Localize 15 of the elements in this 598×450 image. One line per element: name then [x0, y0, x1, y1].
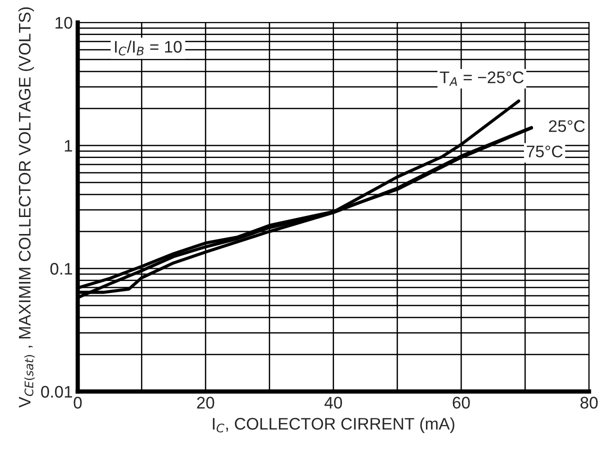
x-tick-label: 60	[452, 396, 470, 409]
x-tick-label: 20	[197, 396, 214, 409]
x-tick-label: 40	[324, 396, 342, 409]
x-axis-title: I$_{C}$, COLLECTOR CIRRENT (mA)	[212, 417, 454, 433]
series-label: 25°C	[549, 120, 585, 132]
y-tick-label: 0.1	[50, 262, 72, 275]
x-tick-label: 0	[74, 396, 82, 409]
annotation: I$_{C}$/I$_{B}$ = 10	[115, 40, 182, 56]
y-tick-label: 1	[64, 140, 72, 152]
series-label: 75°C	[526, 146, 563, 158]
y-tick-label: 0.01	[41, 386, 72, 398]
x-tick-label: 80	[580, 396, 598, 409]
y-axis-title: V$_{CE(sat)}$ , MAXIMIM COLLECTOR VOLTAGE (VOLTS)	[18, 7, 35, 408]
y-tick-label: 10	[56, 16, 72, 29]
series-label: T$_{A}$ = −25°C	[440, 71, 524, 86]
